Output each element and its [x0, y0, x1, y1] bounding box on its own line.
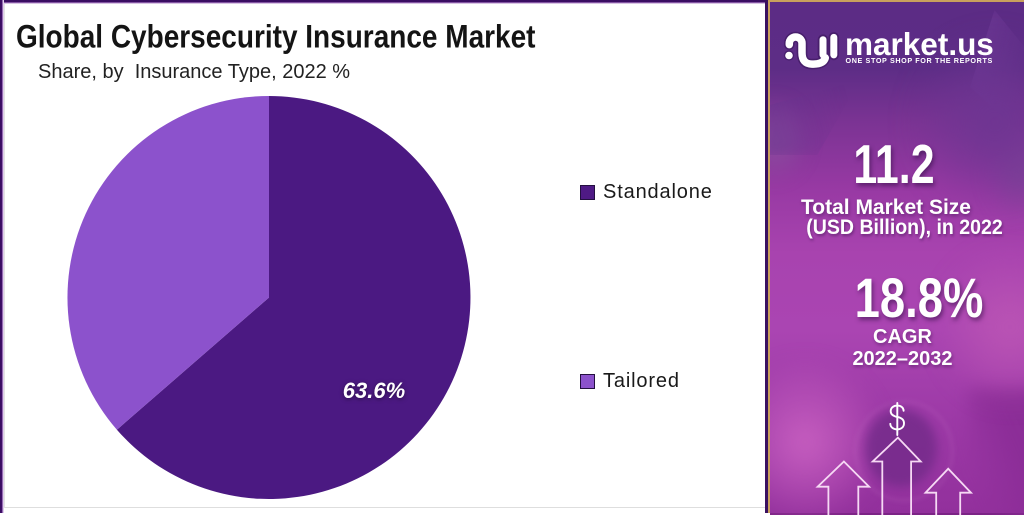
svg-text:ONE STOP SHOP FOR THE REPORTS: ONE STOP SHOP FOR THE REPORTS: [846, 56, 993, 65]
svg-text:market.us: market.us: [845, 26, 994, 62]
svg-text:63.6%: 63.6%: [343, 378, 405, 403]
